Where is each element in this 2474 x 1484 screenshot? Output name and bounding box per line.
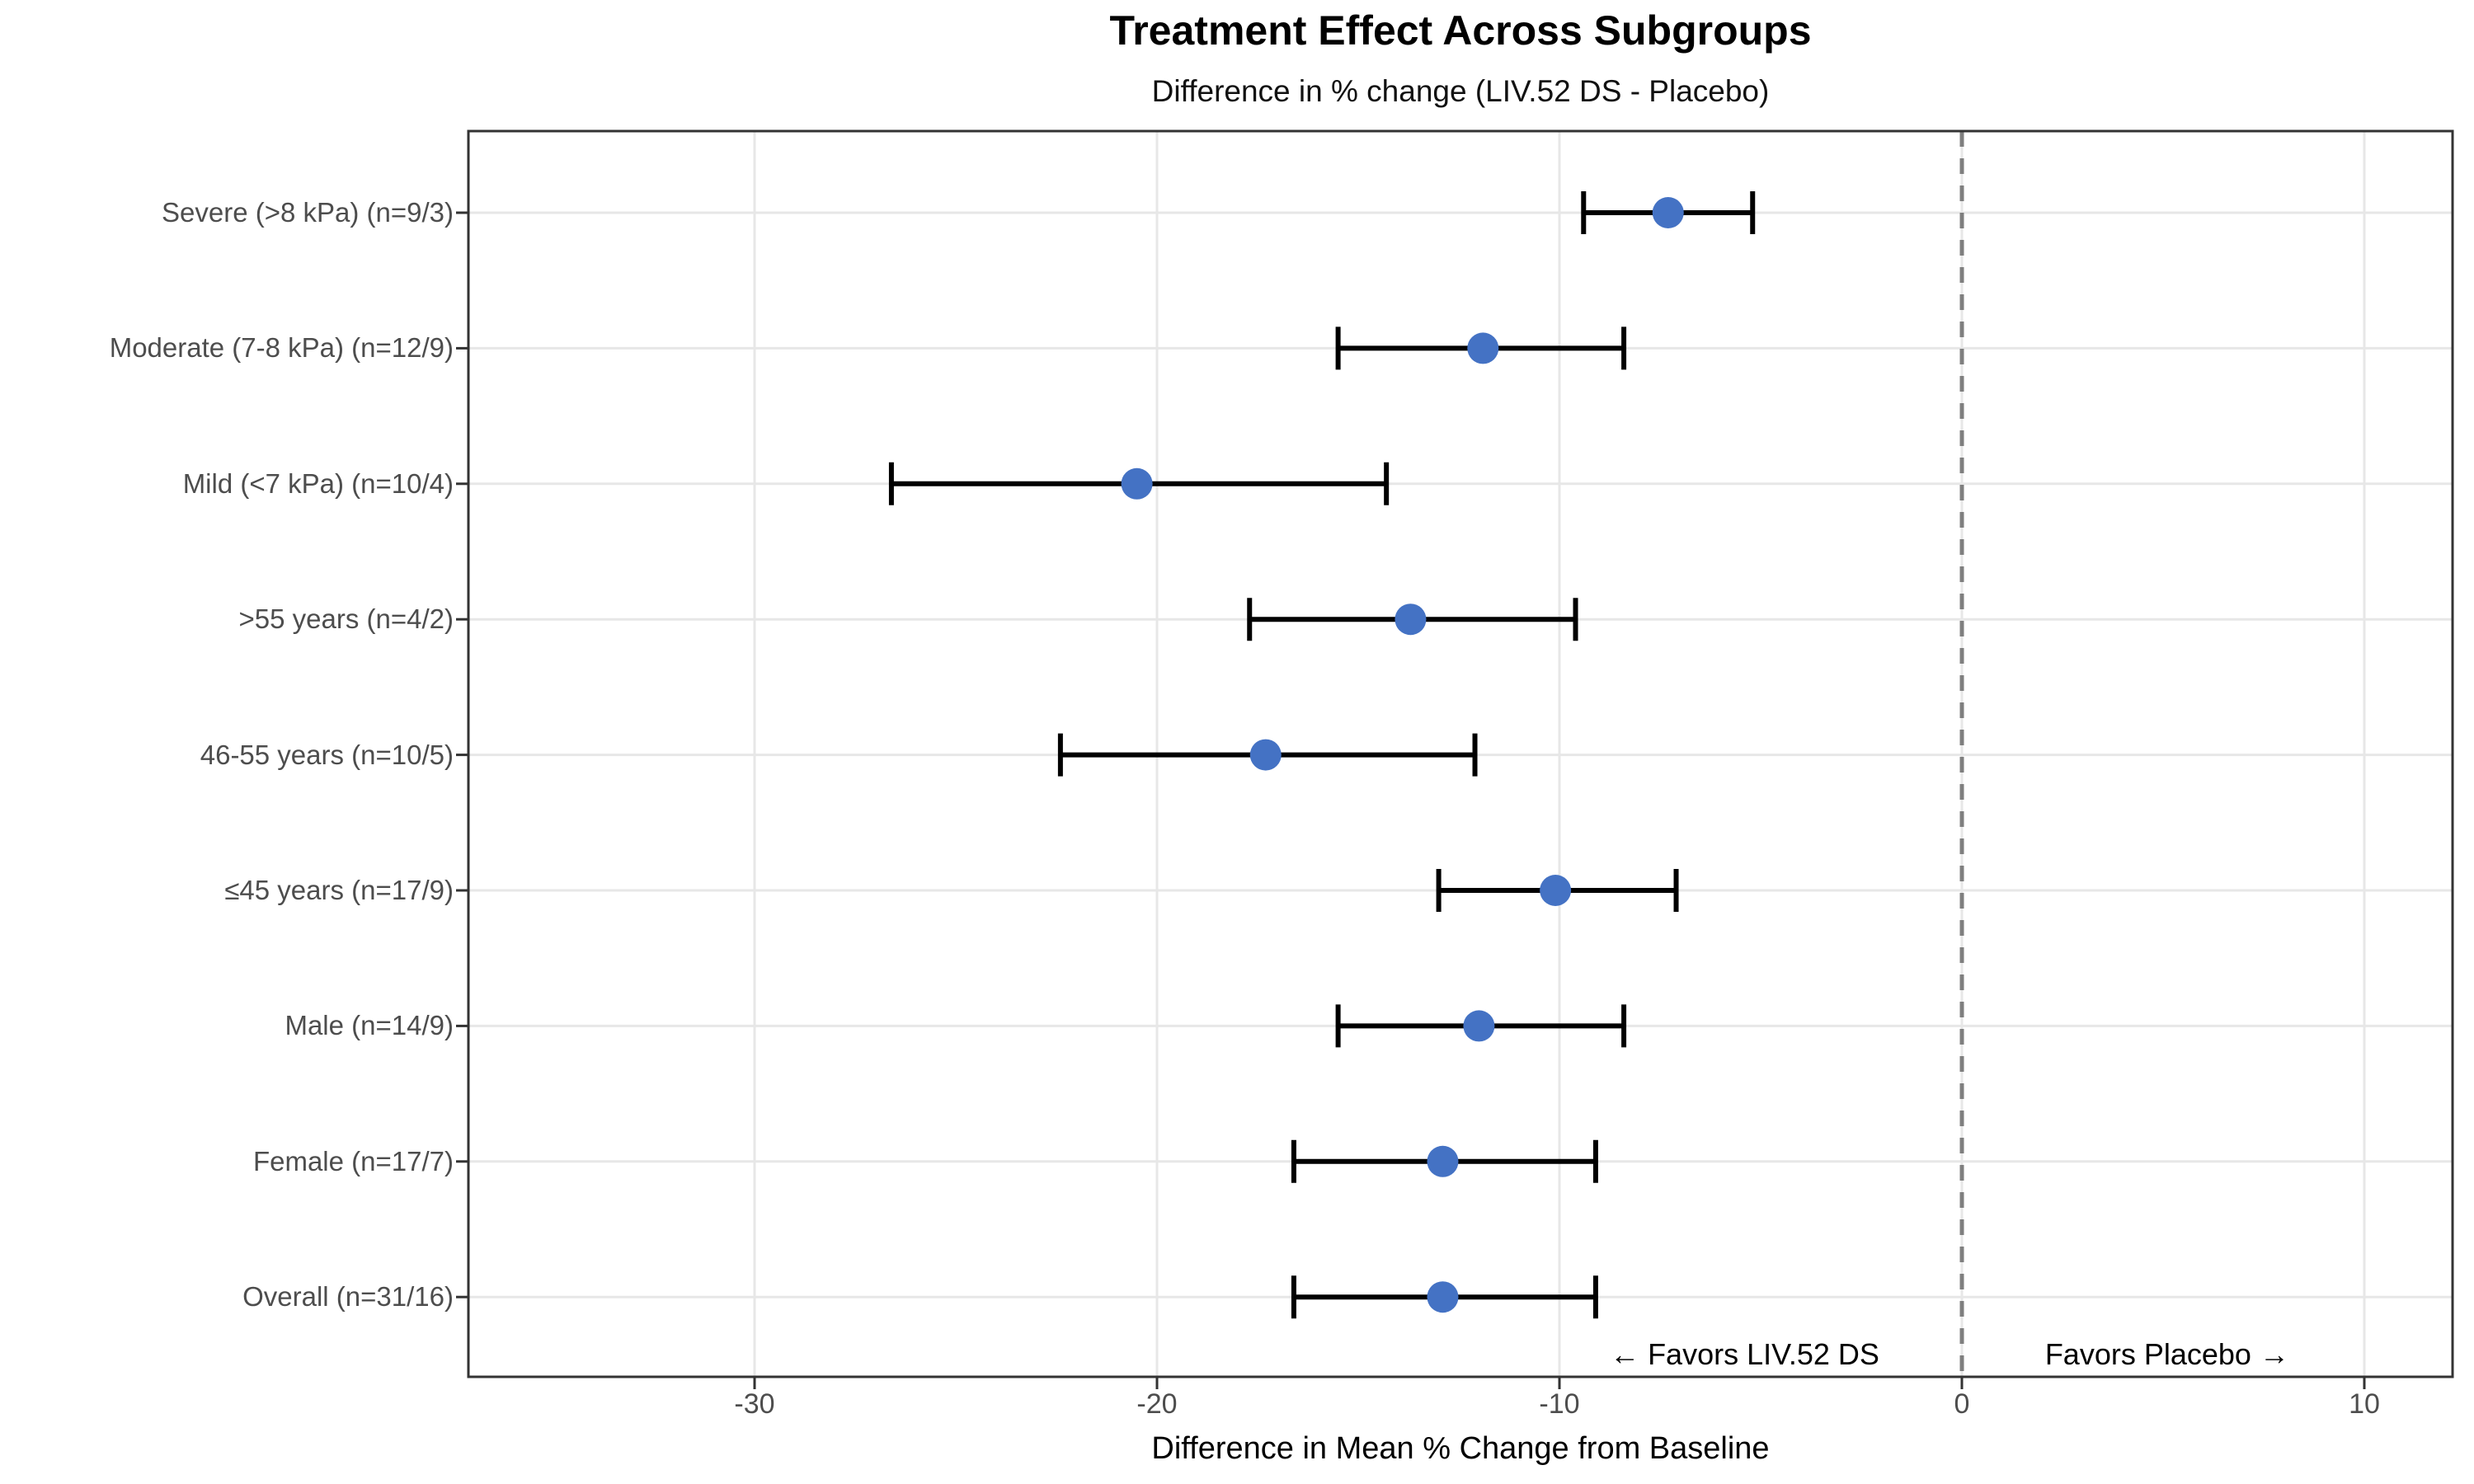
chart-subtitle: Difference in % change (LIV.52 DS - Plac… xyxy=(1151,74,1770,108)
point-estimate xyxy=(1467,332,1499,364)
x-axis-tick-label: 0 xyxy=(1954,1388,1970,1420)
y-axis-label: >55 years (n=4/2) xyxy=(238,603,454,635)
point-estimate xyxy=(1463,1010,1495,1042)
point-estimate xyxy=(1540,875,1572,906)
point-estimate xyxy=(1395,603,1427,636)
chart-title: Treatment Effect Across Subgroups xyxy=(1109,7,1812,54)
point-estimate xyxy=(1427,1281,1459,1313)
point-estimate xyxy=(1427,1145,1459,1177)
x-axis-tick-label: -10 xyxy=(1539,1388,1580,1420)
y-axis-label: Overall (n=31/16) xyxy=(242,1281,454,1313)
y-axis-label: Moderate (7-8 kPa) (n=12/9) xyxy=(109,332,454,364)
y-axis-label: Female (n=17/7) xyxy=(252,1145,454,1176)
x-axis-tick-label: -20 xyxy=(1136,1388,1178,1420)
x-axis-tick-label: -30 xyxy=(734,1388,775,1420)
x-axis-title: Difference in Mean % Change from Baselin… xyxy=(1151,1431,1770,1466)
point-estimate xyxy=(1249,739,1282,771)
y-axis-label: Mild (<7 kPa) (n=10/4) xyxy=(182,467,454,499)
y-axis-label: Male (n=14/9) xyxy=(285,1010,454,1041)
y-axis-label: 46-55 years (n=10/5) xyxy=(200,739,454,770)
point-estimate xyxy=(1652,197,1684,228)
annotation-favors-treatment: ← Favors LIV.52 DS xyxy=(1610,1337,1879,1371)
point-estimate xyxy=(1121,467,1153,500)
x-axis-tick-label: 10 xyxy=(2349,1388,2380,1420)
y-axis-label: Severe (>8 kPa) (n=9/3) xyxy=(161,197,454,228)
annotation-favors-placebo: Favors Placebo → xyxy=(2044,1337,2289,1371)
y-axis-label: ≤45 years (n=17/9) xyxy=(224,875,454,905)
